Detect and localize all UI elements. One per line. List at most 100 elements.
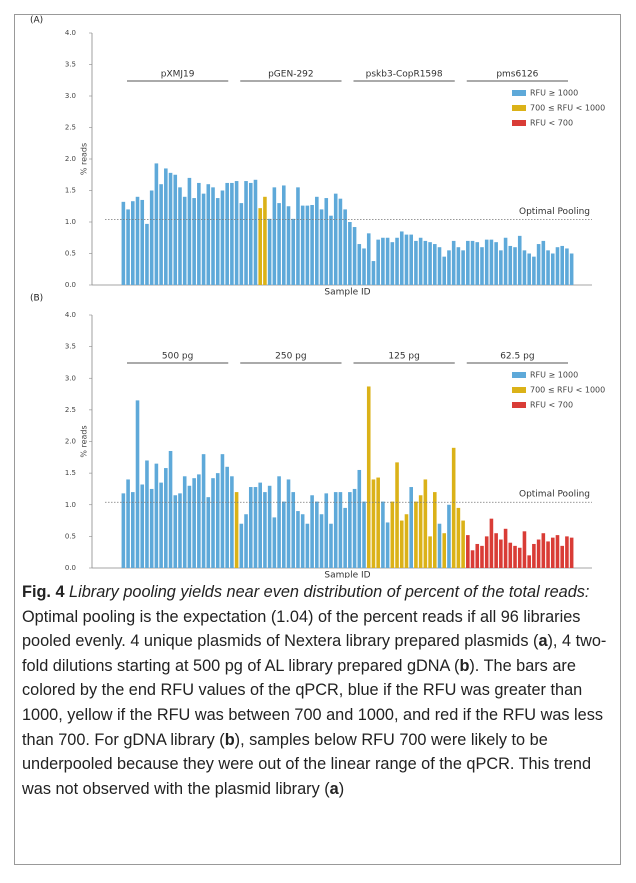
y-tick-label: 0.5 bbox=[65, 250, 76, 258]
bar bbox=[277, 476, 281, 568]
bar bbox=[135, 196, 140, 285]
y-tick-label: 1.0 bbox=[65, 501, 76, 509]
bar bbox=[461, 520, 465, 568]
bar bbox=[395, 462, 399, 568]
legend-label: 700 ≤ RFU < 1000 bbox=[530, 386, 605, 395]
bar bbox=[230, 476, 234, 568]
y-tick-label: 1.5 bbox=[65, 187, 76, 195]
bar bbox=[305, 523, 310, 568]
legend-swatch bbox=[512, 120, 526, 126]
bar bbox=[263, 492, 267, 568]
y-tick-label: 3.0 bbox=[65, 92, 76, 100]
bar bbox=[475, 543, 480, 568]
bar bbox=[239, 523, 244, 568]
bar bbox=[121, 201, 126, 285]
bar bbox=[215, 473, 220, 568]
y-tick-label: 2.5 bbox=[65, 406, 76, 414]
bar bbox=[121, 493, 126, 568]
bar bbox=[135, 400, 140, 568]
bar bbox=[145, 223, 149, 285]
group-label: pXMJ19 bbox=[161, 70, 195, 80]
bar bbox=[201, 193, 206, 285]
bar bbox=[414, 501, 418, 568]
panel-label: (A) bbox=[30, 16, 43, 26]
figure-frame bbox=[14, 14, 621, 865]
bar bbox=[178, 187, 182, 285]
bar bbox=[220, 454, 225, 568]
caption-text: b bbox=[224, 730, 235, 749]
bar bbox=[282, 501, 286, 568]
bar bbox=[145, 460, 149, 568]
bar bbox=[126, 479, 130, 568]
bar bbox=[159, 184, 163, 285]
bar bbox=[164, 468, 168, 568]
bar bbox=[234, 492, 239, 568]
bar bbox=[300, 514, 305, 568]
bar bbox=[319, 514, 324, 568]
bar bbox=[513, 545, 517, 568]
bar bbox=[456, 507, 461, 568]
bar bbox=[362, 501, 366, 568]
y-tick-label: 1.0 bbox=[65, 218, 76, 226]
bar bbox=[565, 536, 569, 568]
bar bbox=[532, 256, 536, 285]
bar bbox=[248, 182, 253, 285]
bar bbox=[286, 479, 291, 568]
bar bbox=[517, 547, 522, 568]
bar bbox=[428, 242, 432, 285]
bar bbox=[248, 487, 253, 568]
bar bbox=[182, 476, 187, 568]
legend-swatch bbox=[512, 105, 526, 111]
bar bbox=[409, 234, 413, 285]
caption-text: b bbox=[459, 656, 470, 675]
y-tick-label: 0.0 bbox=[65, 281, 76, 289]
group-label: pms6126 bbox=[496, 70, 538, 80]
bar bbox=[225, 466, 229, 568]
bar bbox=[329, 523, 333, 568]
group-label: 500 pg bbox=[162, 352, 193, 362]
bar bbox=[201, 454, 206, 568]
legend-label: 700 ≤ RFU < 1000 bbox=[530, 104, 605, 113]
bar bbox=[555, 535, 560, 568]
bar bbox=[522, 250, 527, 285]
caption-text: ) bbox=[338, 779, 345, 798]
bar bbox=[168, 172, 173, 285]
bar bbox=[211, 187, 215, 285]
bar bbox=[333, 492, 338, 568]
bar bbox=[442, 256, 447, 285]
group-label: pGEN-292 bbox=[268, 70, 314, 80]
bar bbox=[126, 209, 130, 285]
bar bbox=[315, 196, 319, 285]
y-tick-label: 1.5 bbox=[65, 469, 76, 477]
bar bbox=[371, 261, 376, 285]
bar bbox=[140, 199, 145, 285]
y-tick-label: 0.5 bbox=[65, 532, 76, 540]
bar bbox=[348, 492, 352, 568]
legend-label: RFU < 700 bbox=[530, 401, 573, 410]
bar bbox=[324, 493, 329, 568]
bar bbox=[338, 198, 343, 285]
bar bbox=[253, 487, 258, 568]
bar bbox=[343, 209, 347, 285]
bar bbox=[550, 537, 555, 568]
caption-text: Fig. 4 bbox=[22, 583, 65, 601]
bar bbox=[173, 174, 178, 285]
bar bbox=[159, 482, 163, 568]
bar bbox=[494, 533, 498, 568]
y-tick-label: 3.5 bbox=[65, 61, 76, 69]
bar bbox=[291, 218, 296, 285]
group-label: pskb3-CopR1598 bbox=[366, 70, 443, 80]
bar bbox=[466, 535, 470, 568]
reference-label: Optimal Pooling bbox=[519, 490, 590, 500]
x-axis-label: Sample ID bbox=[324, 571, 370, 579]
bar bbox=[470, 240, 475, 285]
bar bbox=[376, 239, 380, 285]
bar bbox=[475, 242, 480, 285]
bar bbox=[225, 182, 229, 285]
bar bbox=[489, 518, 494, 568]
panel-label: (B) bbox=[30, 294, 43, 304]
bar bbox=[569, 253, 574, 285]
bar bbox=[357, 469, 362, 568]
bar bbox=[282, 185, 286, 285]
